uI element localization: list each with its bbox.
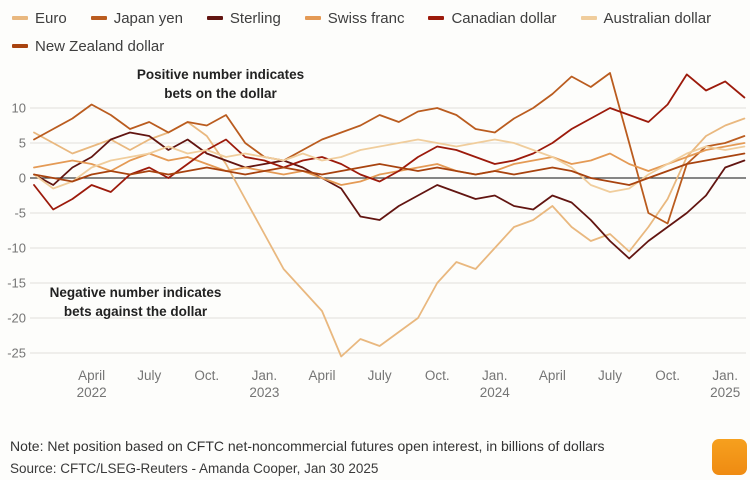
legend-swatch-icon — [206, 16, 223, 20]
x-tick-label: Oct. — [194, 368, 219, 383]
legend-label: Japan yen — [113, 9, 183, 27]
x-tick-year-label: 2025 — [710, 385, 740, 400]
legend-label: Canadian dollar — [451, 9, 557, 27]
y-tick-label: -15 — [7, 276, 26, 291]
legend-item-euro: Euro — [12, 6, 67, 30]
legend-label: New Zealand dollar — [35, 37, 165, 55]
legend-swatch-icon — [580, 16, 597, 20]
series-line-japan-yen — [33, 72, 746, 225]
x-tick-label: Jan. — [712, 368, 738, 383]
legend-swatch-icon — [428, 16, 445, 20]
legend-label: Swiss franc — [327, 9, 405, 27]
y-tick-label: -5 — [14, 206, 26, 221]
series-line-sterling — [33, 131, 746, 260]
legend-label: Australian dollar — [603, 9, 712, 27]
legend-item-canadian-dollar: Canadian dollar — [428, 6, 557, 30]
legend-item-australian-dollar: Australian dollar — [580, 6, 712, 30]
legend-item-sterling: Sterling — [206, 6, 281, 30]
x-tick-year-label: 2022 — [77, 385, 107, 400]
series-line-new-zealand-dollar — [33, 152, 746, 186]
legend-swatch-icon — [12, 44, 28, 48]
source-text: Source: CFTC/LSEG-Reuters - Amanda Coope… — [10, 461, 379, 476]
x-tick-label: July — [368, 368, 392, 383]
annotation-negative: Negative number indicates bets against t… — [38, 284, 233, 322]
legend-swatch-icon — [304, 16, 321, 20]
legend-item-new-zealand-dollar: New Zealand dollar — [12, 34, 164, 58]
annotation-positive-line2: bets on the dollar — [164, 85, 277, 101]
series-line-swiss-franc — [33, 142, 746, 186]
y-tick-label: -10 — [7, 241, 26, 256]
annotation-positive: Positive number indicates bets on the do… — [128, 66, 313, 104]
y-tick-label: 5 — [19, 136, 26, 151]
x-tick-label: July — [598, 368, 622, 383]
x-tick-label: Jan. — [252, 368, 278, 383]
x-tick-label: April — [308, 368, 335, 383]
y-tick-label: -25 — [7, 346, 26, 361]
series-line-canadian-dollar — [33, 73, 746, 211]
legend-swatch-icon — [90, 16, 107, 20]
annotation-positive-line1: Positive number indicates — [136, 67, 305, 82]
y-tick-label: 10 — [12, 101, 26, 116]
y-tick-label: 0 — [19, 171, 26, 186]
annotation-negative-line2: bets against the dollar — [63, 303, 208, 319]
chart-svg: 10 5 0 -5 -10 -15 -20 -25 April 2022 July Oct. Jan. 2… — [7, 72, 746, 400]
note-text: Note: Net position based on CFTC net-non… — [10, 438, 605, 454]
x-tick-year-label: 2024 — [480, 385, 511, 400]
x-tick-label: Oct. — [425, 368, 450, 383]
brand-logo-icon — [712, 439, 747, 475]
series-line-australian-dollar — [33, 138, 746, 193]
legend-label: Sterling — [229, 9, 281, 27]
legend-item-japan-yen: Japan yen — [90, 6, 183, 30]
x-tick-label: April — [539, 368, 566, 383]
chart-area: 10 5 0 -5 -10 -15 -20 -25 April 2022 July Oct. Jan. 2… — [0, 50, 750, 408]
x-tick-label: Oct. — [655, 368, 680, 383]
x-tick-label: July — [137, 368, 161, 383]
legend-item-swiss-franc: Swiss franc — [304, 6, 405, 30]
x-tick-year-label: 2023 — [249, 385, 279, 400]
x-tick-label: April — [78, 368, 105, 383]
legend-swatch-icon — [12, 16, 28, 20]
y-tick-label: -20 — [7, 311, 26, 326]
x-tick-label: Jan. — [482, 368, 508, 383]
legend-label: Euro — [35, 9, 67, 27]
annotation-negative-line1: Negative number indicates — [49, 285, 222, 300]
chart-legend: Euro Japan yen Sterling Swiss franc Canadian… — [12, 6, 722, 58]
